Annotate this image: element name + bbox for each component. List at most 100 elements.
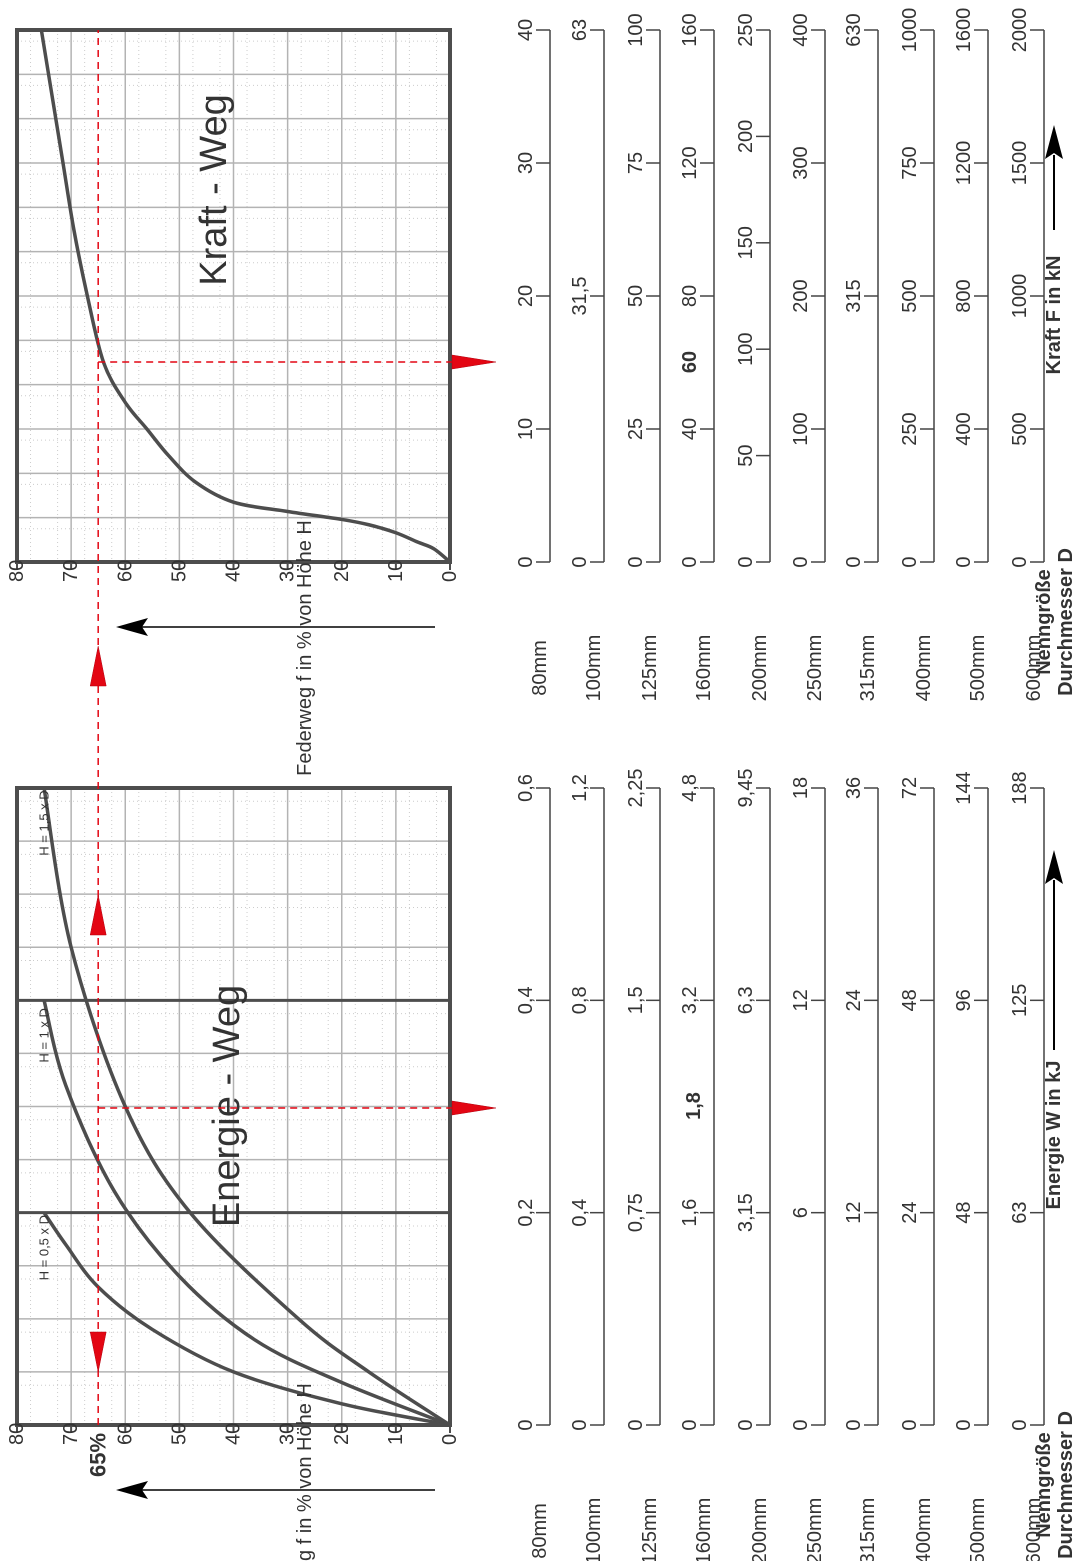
force-axis-caption: Kraft F in kN (1043, 256, 1065, 375)
force-scale-row: 600mm 0 500 1000 1500 2000 (1009, 8, 1045, 702)
force-scale-row: 160mm 0 40 80 120 160 (679, 13, 715, 701)
y-tick-label: 70 (60, 560, 82, 582)
scale-tick-label: 0 (735, 556, 757, 567)
energy-scale-row: 160mm 0 1,6 3,2 4,8 (679, 774, 715, 1561)
energy-curve-labels: H = 0,5 x D H = 1 x D H = 1,5 x D (37, 790, 52, 1280)
size-label: 250mm (804, 635, 826, 702)
energy-scale-row: 500mm 0 48 96 144 (953, 771, 989, 1561)
force-panel-title: Kraft - Weg (193, 94, 235, 285)
scale-tick-label: 250 (735, 13, 757, 46)
scale-tick-label: 1200 (953, 141, 975, 186)
y-tick-label: 40 (223, 560, 245, 582)
scale-tick-label: 12 (790, 989, 812, 1011)
energy-scale-row: 600mm 0 63 125 188 (1009, 771, 1045, 1561)
size-label: 400mm (913, 1498, 935, 1561)
scale-tick-label: 36 (843, 777, 865, 799)
scale-tick-label: 1000 (899, 8, 921, 53)
scale-tick-label: 0,6 (515, 774, 537, 802)
scale-tick-label: 0 (515, 1419, 537, 1430)
scale-tick-label: 30 (515, 152, 537, 174)
scale-tick-label: 1,2 (569, 774, 591, 802)
size-label: 80mm (529, 640, 551, 696)
force-axis-arrow-head (1045, 125, 1063, 159)
curve-series-label: H = 1,5 x D (37, 790, 52, 855)
scale-tick-label: 0 (1009, 1419, 1031, 1430)
scale-tick-label: 75 (625, 152, 647, 174)
force-panel: Kraft - Weg 0 10 20 30 40 50 60 70 80 Federweg f … (6, 28, 461, 776)
example-percent-label: 65% (86, 1433, 111, 1477)
scale-tick-label: 160 (679, 13, 701, 46)
size-label: 250mm (804, 1498, 826, 1561)
scale-tick-label: 0,8 (569, 986, 591, 1014)
y-tick-label: 80 (6, 1423, 28, 1445)
energy-scale-row: 80mm 0 0,2 0,4 0,6 (515, 774, 551, 1559)
scale-tick-label: 150 (735, 226, 757, 259)
size-label: 80mm (529, 1503, 551, 1559)
scale-tick-label: 500 (1009, 412, 1031, 445)
scale-tick-label: 40 (515, 19, 537, 41)
example-force-arrow (451, 354, 497, 370)
scale-tick-label: 100 (735, 333, 757, 366)
scale-tick-label: 3,2 (679, 986, 701, 1014)
force-curves (39, 29, 452, 564)
size-label: 200mm (749, 635, 771, 702)
scale-tick-label: 0,2 (515, 1199, 537, 1227)
scale-tick-label: 0 (790, 556, 812, 567)
scale-tick-label: 0 (515, 556, 537, 567)
scale-tick-label: 100 (790, 412, 812, 445)
scale-tick-label: 144 (953, 771, 975, 804)
energy-scale-row: 125mm 0 0,75 1,5 2,25 (625, 769, 661, 1561)
scale-tick-label: 400 (790, 13, 812, 46)
energy-scales: 80mm00,20,40,6100mm00,40,81,2125mm00,751… (515, 769, 1045, 1561)
curve-line (42, 787, 451, 1427)
scale-tick-label: 0,4 (515, 986, 537, 1014)
scale-tick-label: 0 (843, 1419, 865, 1430)
y-tick-label: 20 (331, 560, 353, 582)
scale-tick-label: 120 (679, 146, 701, 179)
scale-tick-label: 1,6 (679, 1199, 701, 1227)
y-tick-label: 30 (277, 560, 299, 582)
scale-tick-label: 24 (843, 989, 865, 1011)
scale-tick-label: 315 (843, 279, 865, 312)
force-scale-row: 80mm 0 10 20 30 40 (515, 19, 551, 696)
scale-tick-label: 25 (625, 418, 647, 440)
scale-tick-label: 40 (679, 418, 701, 440)
size-label: 400mm (913, 635, 935, 702)
scale-tick-label: 0 (735, 1419, 757, 1430)
scale-tick-label: 0 (569, 556, 591, 567)
force-scale-row: 200mm 0 50 100 150 200 250 (735, 13, 771, 701)
sizes-caption-line1: Nenngröße (1033, 569, 1055, 675)
example-force-value: 60 (679, 351, 701, 373)
y-tick-label: 20 (331, 1423, 353, 1445)
size-label: 125mm (639, 1498, 661, 1561)
force-scale-row: 500mm 0 400 800 1200 1600 (953, 8, 989, 702)
scale-tick-label: 24 (899, 1202, 921, 1224)
scale-tick-label: 750 (899, 146, 921, 179)
energy-scale-row: 315mm 0 12 24 36 (843, 777, 879, 1561)
y-tick-label: 50 (168, 560, 190, 582)
scale-tick-label: 48 (899, 989, 921, 1011)
scale-tick-label: 0 (679, 1419, 701, 1430)
scale-tick-label: 72 (899, 777, 921, 799)
y-axis-label: Federweg f in % von Höhe H (294, 520, 316, 776)
energy-scale-row: 400mm 0 24 48 72 (899, 777, 935, 1561)
curve-series-label: H = 0,5 x D (37, 1215, 52, 1280)
curve-line (42, 1211, 451, 1427)
scale-tick-label: 1600 (953, 8, 975, 53)
scale-tick-label: 63 (569, 19, 591, 41)
y-tick-label: 40 (223, 1423, 245, 1445)
scale-tick-label: 188 (1009, 771, 1031, 804)
energy-axis-caption: Energie W in kJ (1043, 1061, 1065, 1210)
y-tick-label: 60 (114, 1423, 136, 1445)
size-label: 500mm (967, 1498, 989, 1561)
scale-tick-label: 200 (790, 279, 812, 312)
sizes-caption-line2: Durchmesser D (1055, 1411, 1077, 1559)
curve-series-label: H = 1 x D (37, 1008, 52, 1063)
size-label: 500mm (967, 635, 989, 702)
scale-tick-label: 9,45 (735, 769, 757, 808)
example-overlay: 65% 1,8 60 (86, 30, 705, 1477)
size-label: 315mm (857, 635, 879, 702)
scale-tick-label: 0 (679, 556, 701, 567)
energy-scale-row: 200mm 0 3,15 6,3 9,45 (735, 769, 771, 1561)
